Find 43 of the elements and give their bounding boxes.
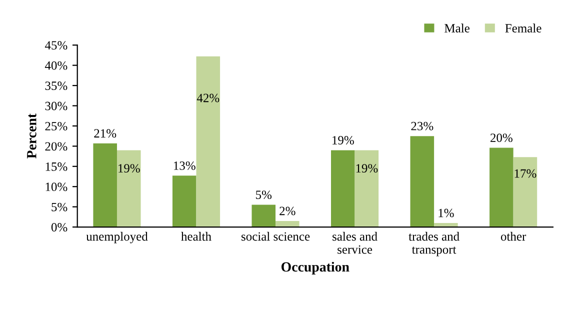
x-tick-label: other [500, 232, 526, 241]
legend-label: Male [444, 24, 470, 32]
legend-label: Female [505, 24, 542, 32]
x-tick-label: trades and transport [408, 232, 460, 256]
data-label: 19% [118, 164, 140, 173]
bar [276, 220, 300, 228]
x-tick-label: unemployed [86, 232, 148, 244]
bar [331, 150, 355, 228]
y-tick-label: 0% [51, 223, 68, 232]
data-label: 23% [411, 122, 434, 130]
y-tick-label: 15% [46, 162, 68, 171]
data-label: 17% [514, 169, 536, 178]
bar [490, 148, 514, 228]
data-label: 19% [356, 164, 378, 173]
bar [513, 157, 538, 228]
y-tick-label: 5% [52, 202, 68, 212]
bar [116, 150, 141, 228]
y-tick-label: 35% [45, 82, 68, 90]
x-tick-label: sales and service [332, 232, 378, 254]
data-label: 2% [280, 206, 296, 216]
y-tick-label: 25% [45, 122, 68, 130]
bar [410, 136, 434, 228]
data-label: 19% [332, 136, 354, 144]
y-tick-label: 20% [45, 142, 68, 151]
data-label: 42% [196, 94, 220, 102]
data-label: 21% [94, 129, 116, 138]
bar [93, 143, 117, 228]
bar [172, 176, 196, 228]
x-axis-title: Occupation [281, 262, 350, 274]
data-label: 13% [174, 161, 196, 170]
bar [196, 56, 220, 228]
bar [252, 204, 276, 228]
x-tick-label: social science [242, 232, 310, 241]
y-tick-label: 30% [45, 102, 68, 110]
data-label: 1% [438, 208, 454, 218]
bar [354, 150, 379, 228]
y-tick-label: 40% [44, 61, 68, 70]
y-axis-title: Percent [27, 114, 36, 158]
y-tick-label: 10% [46, 182, 68, 192]
data-label: 5% [256, 190, 272, 200]
x-tick-label: health [181, 232, 212, 241]
y-tick-label: 45% [44, 41, 68, 50]
data-label: 20% [490, 134, 512, 142]
